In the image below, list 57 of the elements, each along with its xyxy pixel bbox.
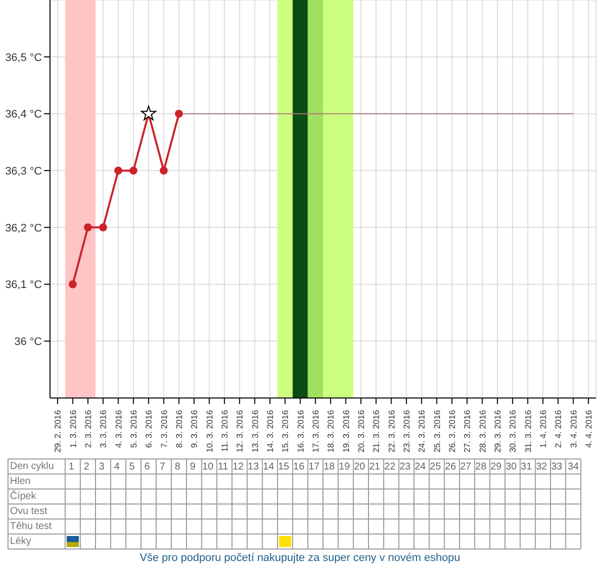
- y-tick-label: 36,3 °C: [5, 165, 42, 178]
- text: Léky: [10, 536, 32, 547]
- x-tick-label: 22. 3. 2016: [386, 410, 396, 453]
- x-tick-label: 20. 3. 2016: [356, 410, 366, 453]
- text: 1 2 3 4 5 6 7 8 9 10 11 12 13 14 15 16 17 18 19 20 21 22 23 24 25 26 27 28 29 30 31 32 33 34: [68, 461, 579, 472]
- x-tick-label: 1. 4. 2016: [538, 410, 548, 448]
- x-tick-label: 3. 4. 2016: [568, 410, 578, 448]
- x-tick-label: 31. 3. 2016: [522, 410, 533, 453]
- text: Těhu test: [10, 521, 52, 532]
- text: Vše pro podporu početí nakupujte za super ceny v novém eshopu: [138, 552, 462, 564]
- x-tick-label: 3. 3. 2016: [98, 410, 108, 448]
- x-tick-label: 5. 3. 2016: [128, 410, 138, 448]
- x-tick-label: 14. 3. 2016: [264, 410, 275, 453]
- x-tick-label: 23. 3. 2016: [401, 410, 412, 453]
- x-tick-label: 7. 3. 2016: [158, 410, 169, 448]
- x-tick-label: 13. 3. 2016: [250, 410, 260, 453]
- point: [160, 166, 168, 175]
- x-tick-label: 17. 3. 2016: [310, 410, 320, 453]
- y-tick-label: 36,2 °C: [5, 222, 42, 234]
- x-tick-label: 27. 3. 2016: [462, 410, 472, 453]
- point: [174, 110, 183, 118]
- x-tick-label: 2. 4. 2016: [553, 410, 564, 448]
- y-tick-label: 36,5 °C: [5, 52, 42, 64]
- x-tick-label: 1. 3. 2016: [68, 410, 78, 448]
- x-tick-label: 8. 3. 2016: [174, 410, 184, 448]
- x-tick-label: 26. 3. 2016: [446, 410, 457, 453]
- x-tick-label: 6. 3. 2016: [144, 410, 154, 448]
- point: [129, 166, 138, 175]
- x-tick-label: 4. 4. 2016: [583, 410, 594, 448]
- text: Ovu test: [10, 506, 48, 517]
- x-tick-label: 29. 2. 2016: [52, 410, 63, 453]
- x-tick-label: 28. 3. 2016: [477, 410, 488, 453]
- point: [114, 166, 122, 175]
- x-tick-label: 25. 3. 2016: [432, 410, 442, 453]
- text: Hlen: [10, 476, 31, 487]
- x-tick-label: 15. 3. 2016: [280, 410, 290, 453]
- y-tick-label: 36,4 °C: [5, 108, 42, 121]
- x-tick-label: 4. 3. 2016: [113, 410, 124, 448]
- x-tick-label: 18. 3. 2016: [326, 410, 336, 453]
- x-tick-label: 11. 3. 2016: [219, 410, 230, 452]
- y-tick-label: 36,1 °C: [5, 279, 42, 292]
- x-tick-label: 16. 3. 2016: [295, 410, 306, 453]
- y-tick-label: 36 °C: [14, 336, 42, 348]
- x-tick-label: 24. 3. 2016: [416, 410, 427, 453]
- point: [68, 280, 77, 288]
- text: Den cyklu: [10, 461, 54, 472]
- x-tick-label: 9. 3. 2016: [189, 410, 200, 448]
- x-tick-label: 21. 3. 2016: [371, 410, 382, 453]
- x-tick-label: 19. 3. 2016: [340, 410, 351, 453]
- x-tick-label: 10. 3. 2016: [204, 410, 214, 453]
- x-tick-label: 12. 3. 2016: [234, 410, 245, 453]
- point: [84, 223, 92, 232]
- x-tick-label: 30. 3. 2016: [508, 410, 518, 453]
- x-tick-label: 29. 3. 2016: [492, 410, 502, 453]
- point: [99, 223, 108, 232]
- x-tick-label: 2. 3. 2016: [82, 410, 93, 448]
- text: Čípek: [10, 490, 38, 502]
